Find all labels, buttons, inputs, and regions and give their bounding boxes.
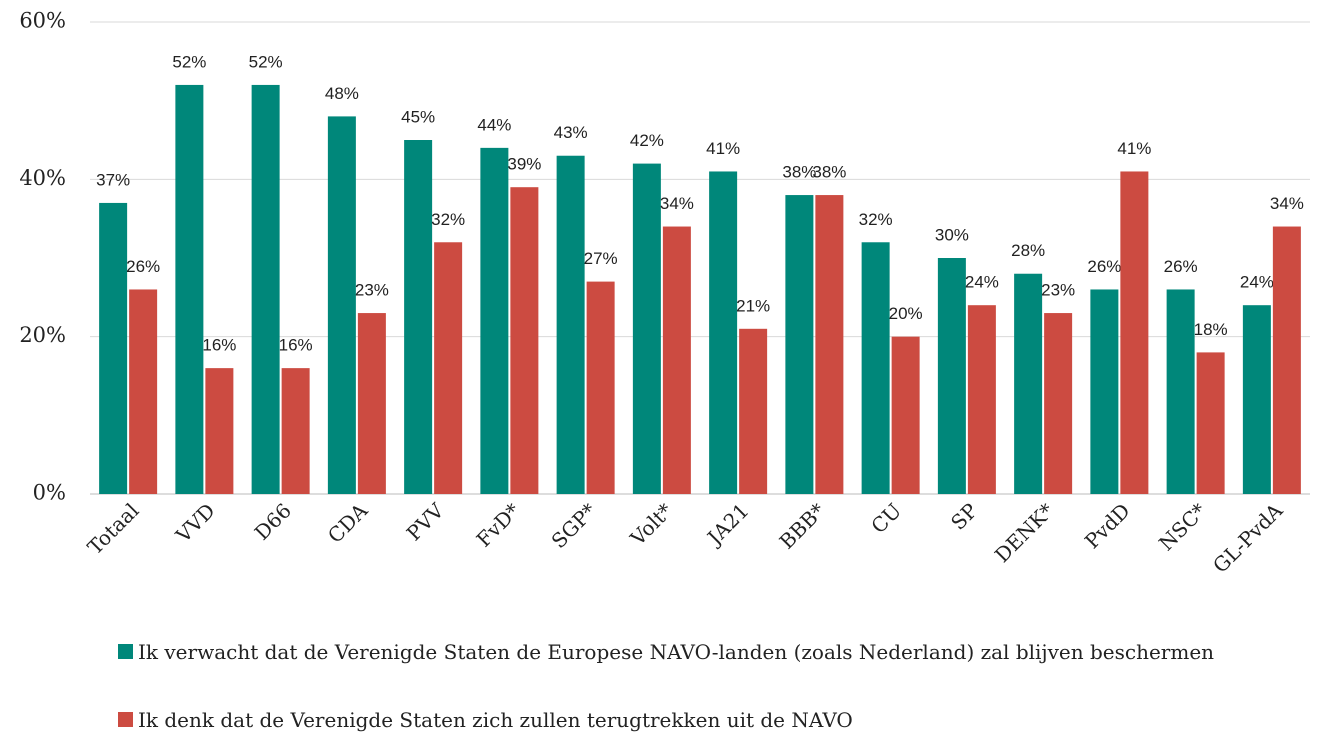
bar <box>739 328 768 494</box>
value-label: 23% <box>355 281 389 300</box>
value-label: 16% <box>279 336 313 355</box>
x-tick-label: CU <box>866 498 906 538</box>
bar <box>709 171 738 494</box>
x-tick-label: PVV <box>402 498 449 545</box>
bar <box>327 116 356 495</box>
bar <box>1014 273 1043 494</box>
bar <box>510 187 539 494</box>
bar <box>175 84 204 494</box>
bar <box>1120 171 1149 494</box>
x-tick-label: DENK* <box>990 498 1059 567</box>
x-tick-label: SGP* <box>547 498 602 553</box>
y-tick-label: 20% <box>19 323 66 347</box>
bar <box>891 336 920 494</box>
x-tick-label: CDA <box>323 498 373 548</box>
value-label: 30% <box>935 225 969 244</box>
bar <box>937 258 966 494</box>
x-tick-label: Volt* <box>625 498 677 550</box>
bar <box>1196 352 1225 494</box>
bar <box>251 84 280 494</box>
x-tick-label: JA21 <box>701 498 753 550</box>
bar <box>434 242 463 494</box>
value-label: 43% <box>554 123 588 142</box>
bar <box>556 155 585 494</box>
bar <box>129 289 158 494</box>
value-label: 18% <box>1194 320 1228 339</box>
value-label: 24% <box>1240 273 1274 292</box>
value-label: 26% <box>126 257 160 276</box>
bar <box>357 313 386 494</box>
bar <box>281 368 310 494</box>
value-label: 32% <box>859 210 893 229</box>
value-label: 21% <box>736 296 770 315</box>
value-label: 41% <box>1117 139 1151 158</box>
value-label: 20% <box>889 304 923 323</box>
bar <box>1242 305 1271 494</box>
bar <box>1044 313 1073 494</box>
legend-entry: Ik denk dat de Verenigde Staten zich zul… <box>118 706 1238 734</box>
value-label: 24% <box>965 273 999 292</box>
x-tick-label: Totaal <box>83 498 144 559</box>
x-tick-label: D66 <box>250 498 296 544</box>
legend-entry: Ik verwacht dat de Verenigde Staten de E… <box>118 638 1238 666</box>
value-label: 38% <box>812 163 846 182</box>
legend-label: Ik denk dat de Verenigde Staten zich zul… <box>138 708 853 732</box>
value-label: 26% <box>1087 257 1121 276</box>
x-tick-label: VVD <box>170 498 219 547</box>
bar <box>480 147 509 494</box>
y-tick-label: 0% <box>33 481 66 505</box>
value-label: 37% <box>96 170 130 189</box>
bar <box>1166 289 1195 494</box>
value-label: 32% <box>431 210 465 229</box>
y-tick-label: 60% <box>19 9 66 33</box>
value-label: 34% <box>660 194 694 213</box>
value-label: 42% <box>630 131 664 150</box>
value-label: 45% <box>401 107 435 126</box>
value-label: 16% <box>202 336 236 355</box>
value-label: 26% <box>1164 257 1198 276</box>
bar <box>404 140 433 494</box>
bar <box>99 202 128 494</box>
value-label: 38% <box>782 163 816 182</box>
value-label: 39% <box>507 155 541 174</box>
bar <box>815 195 844 495</box>
x-tick-label: BBB* <box>775 498 830 553</box>
value-label: 44% <box>477 115 511 134</box>
value-label: 41% <box>706 139 740 158</box>
bar <box>632 163 661 494</box>
legend-label: Ik verwacht dat de Verenigde Staten de E… <box>138 640 1215 664</box>
x-tick-label: SP <box>946 498 982 534</box>
value-label: 48% <box>325 84 359 103</box>
bar <box>967 305 996 494</box>
bar <box>586 281 615 494</box>
bar <box>861 242 890 494</box>
legend-swatch <box>118 644 133 659</box>
y-tick-label: 40% <box>19 166 66 190</box>
x-tick-label: NSC* <box>1154 498 1211 555</box>
value-label: 23% <box>1041 281 1075 300</box>
bar <box>1272 226 1301 495</box>
value-label: 34% <box>1270 194 1304 213</box>
value-label: 52% <box>172 52 206 71</box>
x-tick-label: PvdD <box>1080 498 1135 553</box>
x-tick-label: GL-PvdA <box>1208 498 1288 578</box>
x-tick-label: FvD* <box>472 498 525 551</box>
bar <box>785 195 814 495</box>
bar <box>662 226 691 495</box>
legend-swatch <box>118 712 133 727</box>
value-label: 27% <box>584 249 618 268</box>
bar <box>1090 289 1119 494</box>
bar <box>205 368 234 494</box>
value-label: 28% <box>1011 241 1045 260</box>
value-label: 52% <box>249 52 283 71</box>
